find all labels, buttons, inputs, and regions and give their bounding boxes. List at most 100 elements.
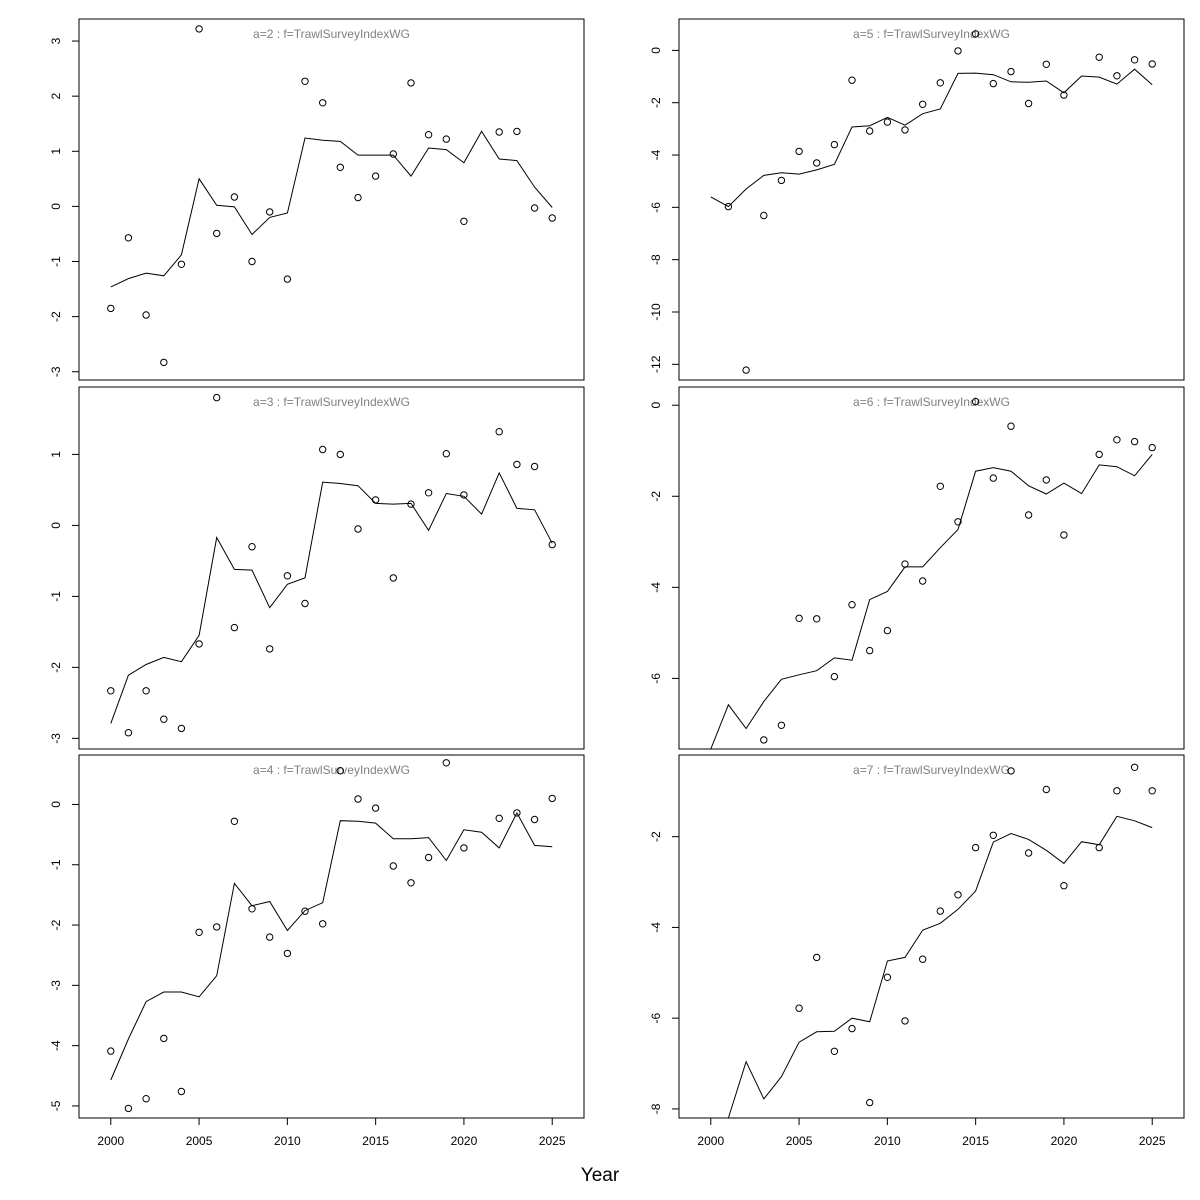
observed-point: [301, 907, 309, 915]
observed-point: [195, 25, 203, 33]
observed-point: [424, 131, 433, 139]
observed-point: [936, 79, 944, 87]
observed-point: [371, 496, 380, 504]
observed-point: [442, 135, 450, 143]
observed-point: [442, 759, 450, 767]
panel-title: a=4 : f=TrawlSurveyIndexWG: [253, 763, 410, 777]
observed-point: [213, 393, 221, 402]
observed-point: [760, 736, 768, 744]
observed-point: [530, 204, 539, 212]
observed-point: [919, 577, 927, 585]
observed-point: [160, 358, 168, 367]
y-tick-label: -2: [49, 311, 63, 322]
observed-point: [124, 1104, 133, 1113]
observed-point: [1095, 450, 1103, 459]
observed-point: [424, 853, 433, 862]
observed-point: [124, 234, 133, 242]
observed-point: [1060, 91, 1068, 99]
observed-point: [195, 640, 203, 648]
panel-title: a=6 : f=TrawlSurveyIndexWG: [853, 395, 1010, 409]
panel-3: a=4 : f=TrawlSurveyIndexWG -5 -4 -3 -2 -1 0 200…: [49, 754, 585, 1148]
observed-point: [160, 715, 168, 723]
observed-point: [1060, 531, 1068, 539]
observed-point: [530, 462, 539, 471]
observed-point: [901, 560, 909, 568]
x-tick-label: 2020: [1051, 1134, 1078, 1148]
observed-point: [883, 626, 892, 635]
observed-point: [460, 217, 468, 226]
x-tick-label: 2015: [362, 1134, 389, 1148]
observed-point: [848, 601, 856, 609]
observed-point: [760, 211, 768, 220]
observed-point: [354, 795, 362, 803]
observed-point: [107, 1047, 115, 1055]
observed-point: [989, 474, 997, 482]
observed-point: [989, 831, 997, 839]
observed-point: [830, 672, 839, 681]
observed-point: [813, 159, 821, 167]
y-tick-label: -8: [649, 1103, 663, 1114]
panel-frame: [78, 386, 585, 750]
observed-point: [1095, 53, 1103, 61]
panel-4: a=5 : f=TrawlSurveyIndexWG -12 -10 -8 -6 -4 -2…: [649, 18, 1185, 381]
observed-point: [301, 77, 309, 86]
x-tick-label: 2000: [97, 1134, 124, 1148]
observed-point: [460, 844, 468, 852]
y-tick-label: -2: [49, 919, 63, 930]
observed-point: [283, 275, 292, 283]
y-tick-label: 1: [49, 451, 63, 458]
panel-title: a=7 : f=TrawlSurveyIndexWG: [853, 763, 1010, 777]
observed-point: [1007, 67, 1015, 76]
panel-title: a=3 : f=TrawlSurveyIndexWG: [253, 395, 410, 409]
observed-point: [177, 260, 186, 268]
observed-point: [319, 920, 327, 928]
observed-point: [407, 500, 415, 508]
x-tick-label: 2020: [451, 1134, 478, 1148]
observed-point: [1060, 882, 1068, 890]
observed-point: [742, 366, 750, 374]
y-tick-label: -4: [49, 1040, 63, 1051]
observed-point: [142, 1095, 150, 1103]
observed-point: [513, 460, 521, 469]
y-tick-label: -6: [649, 673, 663, 684]
observed-point: [354, 525, 362, 533]
observed-point: [371, 172, 380, 180]
panel-frame: [678, 754, 1185, 1119]
observed-point: [1130, 56, 1139, 64]
observed-point: [266, 208, 274, 216]
observed-point: [301, 599, 309, 608]
observed-point: [336, 450, 344, 459]
y-tick-label: 1: [49, 148, 63, 155]
observed-point: [248, 543, 256, 551]
y-tick-label: -1: [49, 859, 63, 870]
observed-point: [230, 623, 239, 632]
panel-title: a=2 : f=TrawlSurveyIndexWG: [253, 27, 410, 41]
observed-point: [1113, 787, 1121, 795]
observed-point: [848, 1024, 856, 1033]
observed-point: [777, 721, 786, 729]
fitted-line: [110, 130, 553, 288]
panel-frame: [678, 386, 1185, 750]
observed-point: [989, 79, 997, 88]
observed-point: [1113, 436, 1121, 444]
observed-point: [724, 202, 733, 211]
observed-point: [248, 905, 256, 913]
observed-point: [936, 907, 944, 915]
observed-point: [830, 1047, 839, 1056]
panel-frame: [678, 18, 1185, 381]
observed-point: [548, 540, 556, 549]
observed-point: [1130, 763, 1139, 771]
observed-point: [389, 150, 397, 158]
x-tick-label: 2005: [786, 1134, 813, 1148]
observed-point: [248, 257, 256, 266]
observed-point: [971, 843, 980, 852]
observed-point: [548, 214, 556, 222]
observed-point: [107, 687, 115, 695]
y-tick-label: -1: [49, 591, 63, 602]
observed-point: [1095, 843, 1103, 852]
observed-point: [883, 973, 892, 981]
y-tick-label: -3: [49, 733, 63, 744]
observed-point: [142, 311, 150, 319]
y-tick-label: -4: [649, 149, 663, 160]
fitted-line: [710, 454, 1153, 749]
